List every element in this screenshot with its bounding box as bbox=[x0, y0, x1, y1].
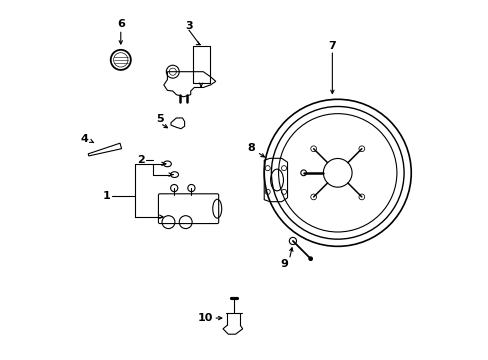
Text: 6: 6 bbox=[117, 19, 124, 29]
Text: 8: 8 bbox=[247, 143, 255, 153]
Circle shape bbox=[308, 257, 312, 261]
Text: 7: 7 bbox=[328, 41, 336, 50]
Text: 4: 4 bbox=[81, 134, 89, 144]
Text: 3: 3 bbox=[185, 21, 192, 31]
Text: 9: 9 bbox=[280, 259, 287, 269]
Text: 1: 1 bbox=[102, 191, 110, 201]
Text: 2: 2 bbox=[136, 155, 144, 165]
Text: 5: 5 bbox=[156, 114, 163, 124]
Text: 10: 10 bbox=[197, 313, 212, 323]
